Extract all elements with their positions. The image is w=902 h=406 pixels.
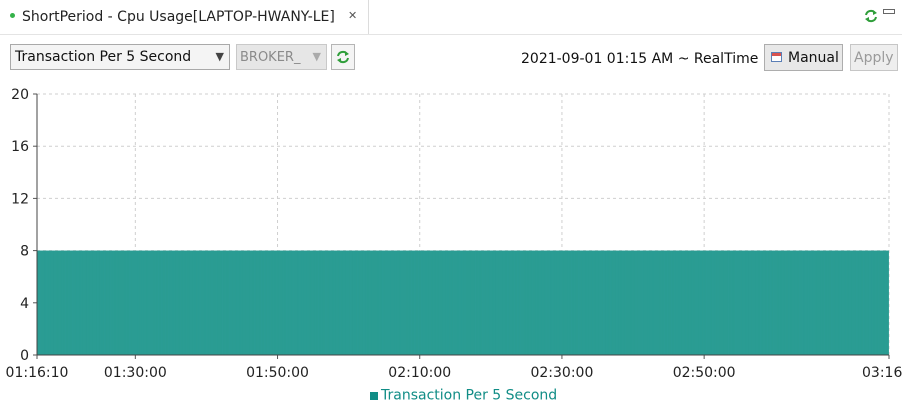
apply-button-label: Apply — [854, 50, 894, 66]
chevron-down-icon: ▼ — [312, 50, 321, 63]
apply-button[interactable]: Apply — [850, 44, 898, 71]
tab-bar: ShortPeriod - Cpu Usage[LAPTOP-HWANY-LE]… — [0, 0, 902, 35]
y-tick-label: 0 — [20, 348, 29, 364]
refresh-icon[interactable] — [864, 8, 878, 27]
y-tick-label: 8 — [20, 244, 29, 260]
metric-select-value: Transaction Per 5 Second — [15, 49, 192, 65]
x-tick-label: 01:30:00 — [104, 365, 167, 381]
transaction-chart: 0 4 8 12 16 20 01:16:10 01:30:00 01:50:00 02:10:0… — [6, 87, 902, 381]
refresh-button[interactable] — [331, 44, 355, 70]
x-tick-label: 03:16 — [862, 365, 902, 381]
chevron-down-icon: ▼ — [215, 50, 224, 63]
date-range-text: 2021-09-01 01:15 AM ~ RealTime — [521, 51, 759, 67]
toolbar: Transaction Per 5 Second ▼ BROKER_ ▼ 202… — [0, 34, 902, 84]
y-tick-label: 12 — [11, 191, 29, 207]
broker-select[interactable]: BROKER_ ▼ — [236, 44, 327, 70]
broker-select-value: BROKER_ — [240, 50, 301, 65]
calendar-icon — [771, 52, 782, 62]
tab-short-period[interactable]: ShortPeriod - Cpu Usage[LAPTOP-HWANY-LE]… — [0, 0, 369, 34]
status-dot-icon — [10, 13, 15, 18]
x-tick-label: 02:50:00 — [673, 365, 736, 381]
legend-label: Transaction Per 5 Second — [381, 387, 558, 404]
manual-button-label: Manual — [788, 50, 839, 66]
x-tick-label: 01:16:10 — [6, 365, 69, 381]
refresh-icon — [337, 50, 349, 64]
x-tick-label: 01:50:00 — [246, 365, 309, 381]
y-tick-label: 16 — [11, 139, 29, 155]
metric-select[interactable]: Transaction Per 5 Second ▼ — [10, 44, 230, 70]
x-tick-label: 02:30:00 — [530, 365, 593, 381]
manual-button[interactable]: Manual — [764, 44, 843, 71]
minimize-icon[interactable] — [883, 9, 895, 14]
y-tick-label: 4 — [20, 296, 29, 312]
tab-title: ShortPeriod - Cpu Usage[LAPTOP-HWANY-LE] — [22, 9, 335, 25]
close-icon[interactable]: ✕ — [348, 9, 358, 22]
legend-swatch — [370, 391, 378, 400]
x-tick-label: 02:10:00 — [388, 365, 451, 381]
y-tick-label: 20 — [11, 87, 29, 103]
chart-legend: Transaction Per 5 Second — [370, 385, 557, 404]
